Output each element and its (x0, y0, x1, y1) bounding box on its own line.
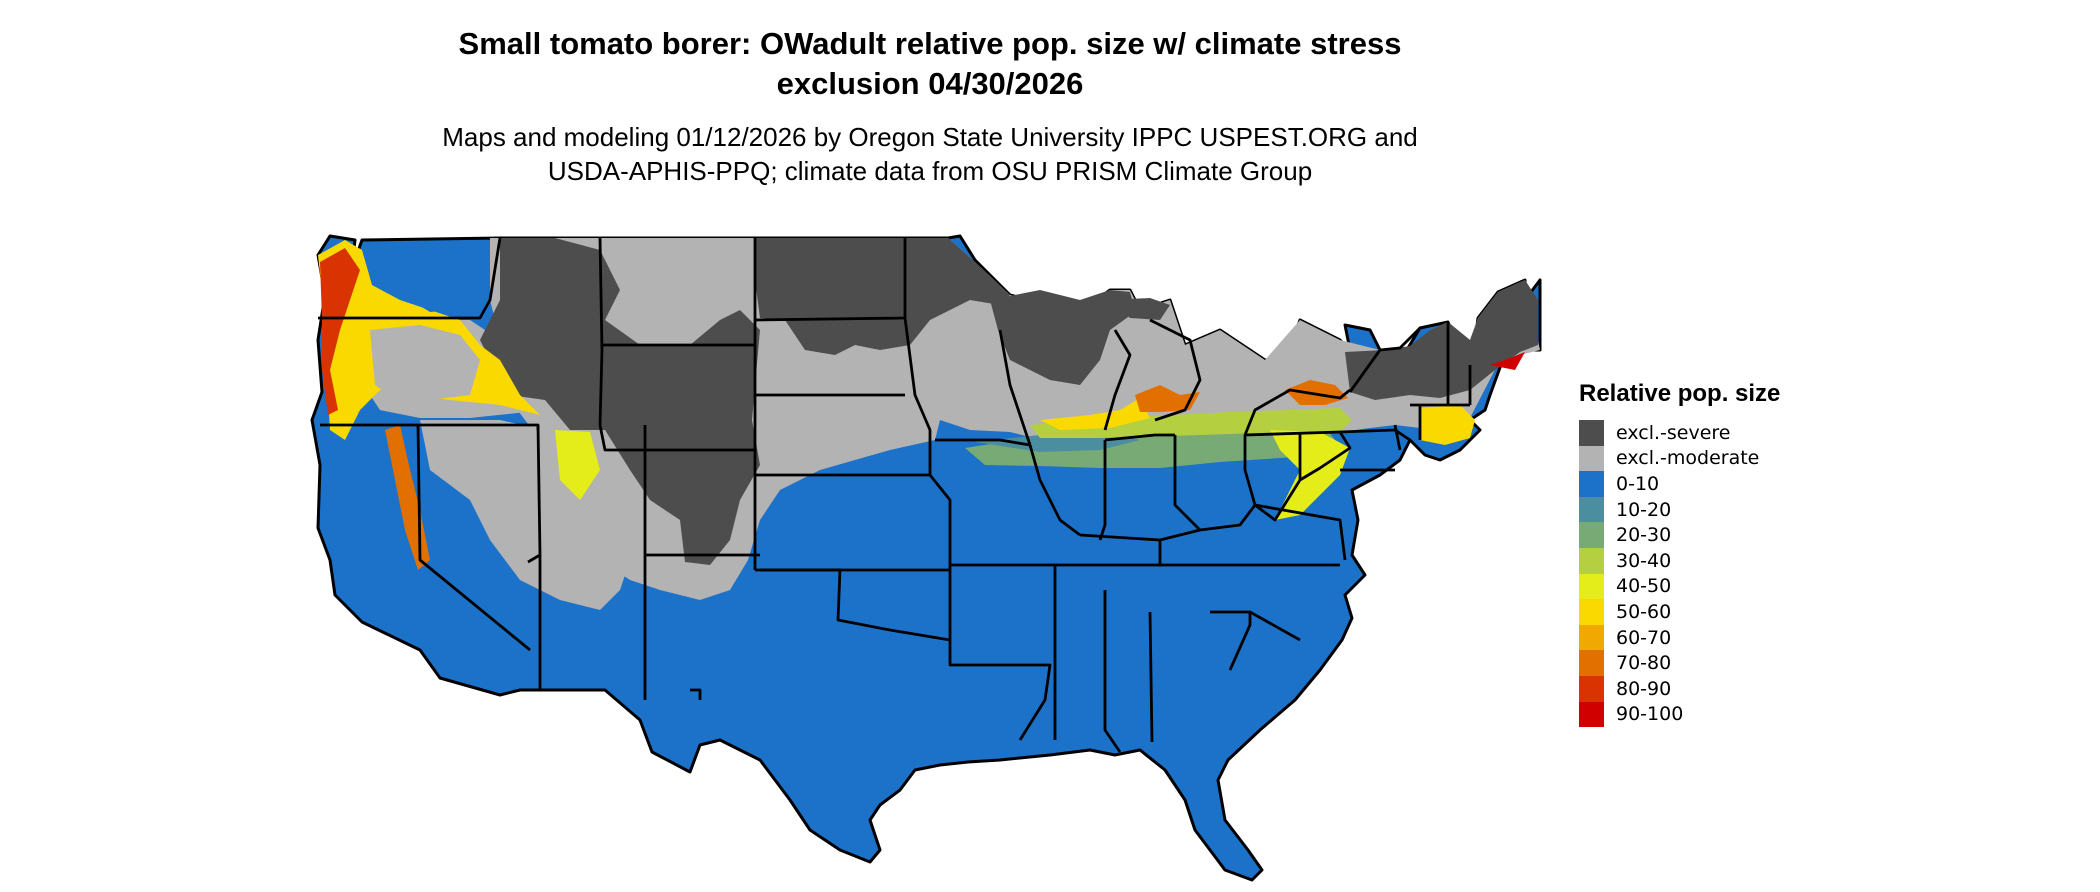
legend-item: 20-30 (1579, 522, 1780, 548)
map-legend: Relative pop. size excl.-severe excl.-mod… (1579, 380, 1781, 728)
legend-label: 80-90 (1616, 677, 1672, 700)
legend-label: 10-20 (1616, 498, 1672, 521)
zone-band-40-60 (1040, 398, 1150, 430)
zone-excl-severe-upper-michigan (1110, 298, 1170, 320)
legend-swatch (1579, 624, 1604, 651)
legend-label: 50-60 (1616, 600, 1672, 623)
zone-blue-puget (410, 262, 460, 312)
legend-swatch (1579, 522, 1604, 548)
legend-swatch (1579, 701, 1604, 728)
legend-swatch (1579, 471, 1604, 497)
legend-item: 10-20 (1579, 496, 1780, 523)
zone-excl-severe-wisconsin (990, 290, 1135, 385)
legend-title: Relative pop. size (1579, 380, 1781, 407)
legend-item: 60-70 (1579, 624, 1780, 651)
legend-label: 70-80 (1616, 652, 1672, 675)
map-subtitle-line2: USDA-APHIS-PPQ; climate data from OSU PR… (547, 156, 1313, 186)
zone-excl-severe-dakotas-mn (755, 238, 1010, 355)
zone-orange-michigan (1135, 385, 1200, 412)
zone-red-pacific-nw (320, 248, 360, 415)
legend-swatch (1579, 675, 1604, 702)
legend-label: excl.-moderate (1616, 447, 1760, 470)
legend-label: 90-100 (1616, 703, 1684, 726)
legend-swatch (1579, 547, 1604, 574)
zone-red-maine-coast (1490, 352, 1525, 370)
legend-swatch (1579, 573, 1604, 600)
legend-item: 70-80 (1579, 650, 1780, 676)
legend-item: excl.-moderate (1579, 445, 1780, 472)
legend-label: excl.-severe (1616, 421, 1731, 444)
legend-items: excl.-severe excl.-moderate 0-10 10-20 20-30… (1579, 420, 1780, 728)
state-boundaries (318, 237, 1472, 753)
map-title-line2: exclusion 04/30/2026 (776, 66, 1084, 101)
legend-swatch (1579, 496, 1604, 523)
legend-item: 0-10 (1579, 471, 1780, 497)
zone-yellow-massachusetts (1420, 405, 1475, 445)
legend-item: 50-60 (1579, 599, 1780, 625)
legend-label: 30-40 (1616, 549, 1672, 572)
legend-item: 40-50 (1579, 573, 1780, 600)
legend-label: 40-50 (1616, 575, 1672, 598)
legend-item: 90-100 (1579, 701, 1780, 728)
legend-swatch (1579, 599, 1604, 625)
legend-swatch (1579, 420, 1604, 446)
legend-label: 60-70 (1616, 626, 1672, 649)
map-title-line1: Small tomato borer: OWadult relative pop… (458, 26, 1402, 61)
zone-excl-severe-rockies (480, 238, 760, 565)
legend-swatch (1579, 650, 1604, 676)
legend-item: 30-40 (1579, 547, 1780, 574)
zone-excl-moderate-west (420, 420, 630, 610)
legend-swatch (1579, 445, 1604, 472)
map-subtitle-line1: Maps and modeling 01/12/2026 by Oregon S… (442, 122, 1418, 152)
legend-label: 20-30 (1616, 524, 1672, 547)
zone-yellow-utah (555, 430, 600, 500)
legend-item: 80-90 (1579, 675, 1780, 702)
legend-label: 0-10 (1616, 472, 1660, 495)
zone-orange-lake-erie (1285, 380, 1348, 405)
legend-item: excl.-severe (1579, 420, 1780, 446)
zone-excl-severe-new-england (1345, 280, 1538, 400)
zone-gray-oregon-interior (370, 325, 480, 400)
